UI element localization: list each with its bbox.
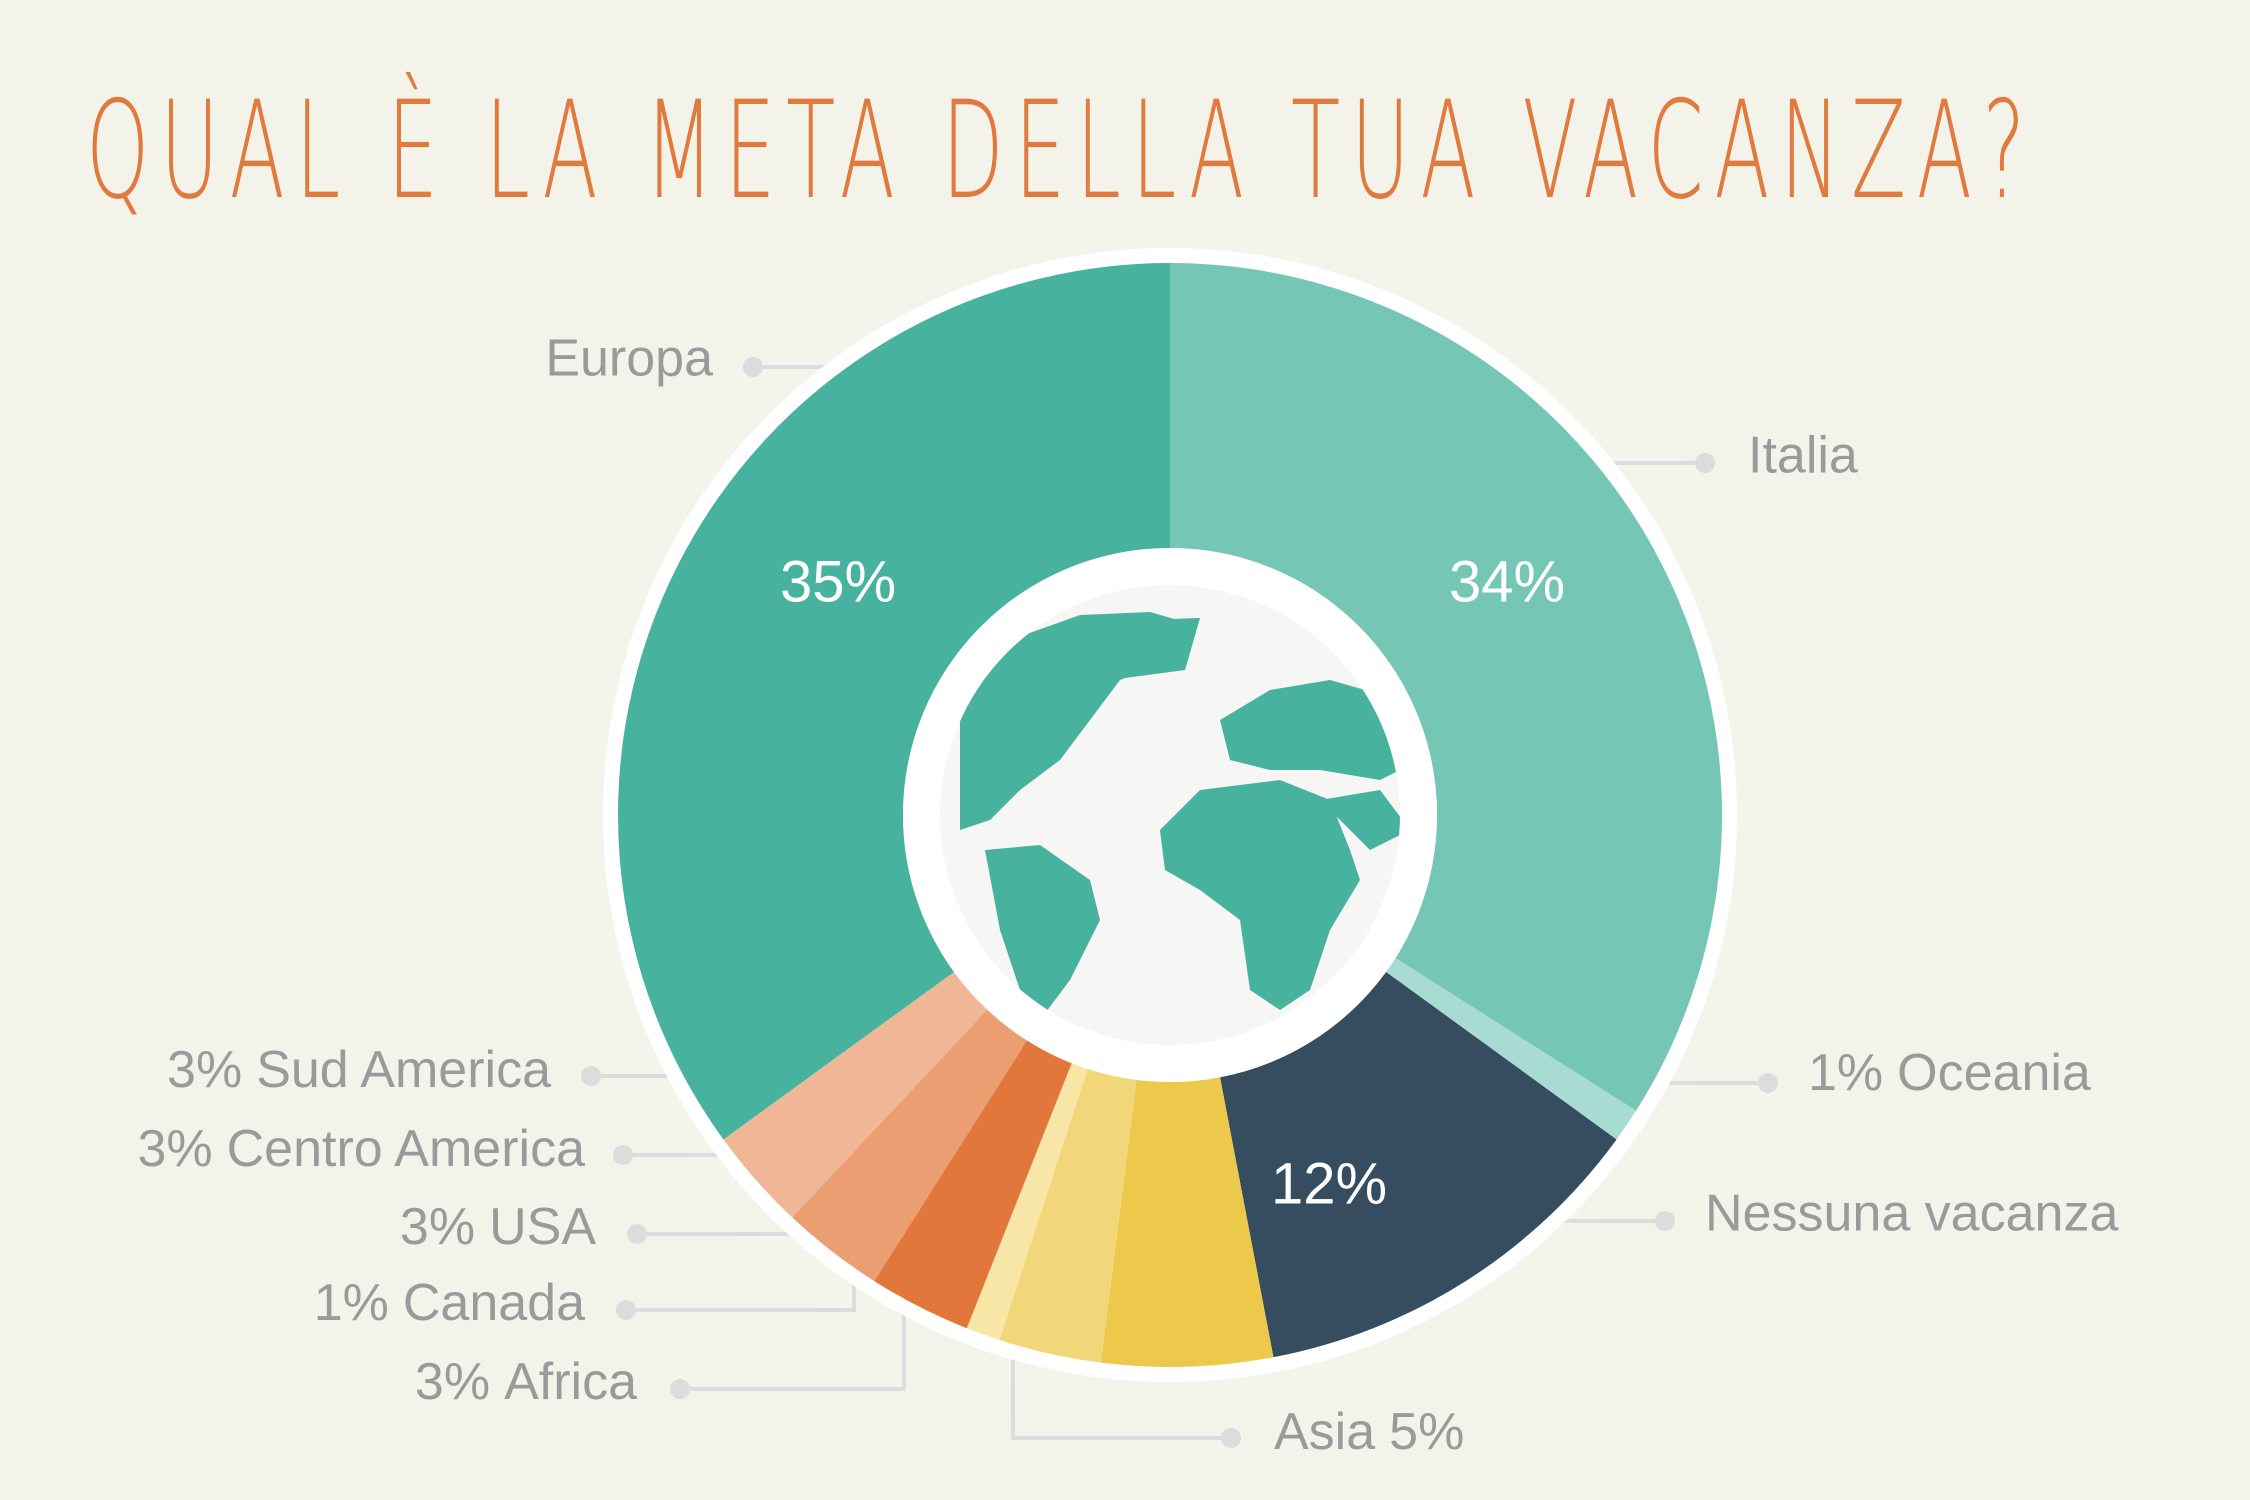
label-part: 1% bbox=[1808, 1044, 1883, 1102]
leader-dot bbox=[1655, 1211, 1675, 1231]
label-part: 5% bbox=[1389, 1403, 1464, 1461]
percent-label: 34% bbox=[1449, 549, 1565, 614]
label-part: Centro America bbox=[227, 1120, 585, 1178]
category-label: Europa bbox=[545, 330, 713, 388]
category-label: Italia bbox=[1748, 427, 1858, 485]
label-part: 3% bbox=[400, 1198, 475, 1256]
label-part: 3% bbox=[415, 1353, 490, 1411]
percent-label: 35% bbox=[780, 549, 896, 614]
globe bbox=[940, 585, 1400, 1045]
slice-label: 3% USA bbox=[400, 1198, 596, 1256]
slice bbox=[723, 971, 988, 1218]
label-part: Oceania bbox=[1897, 1044, 2091, 1102]
europe bbox=[1220, 680, 1400, 780]
greenland bbox=[1090, 618, 1200, 680]
label-part: Asia bbox=[1274, 1403, 1375, 1461]
percent-label: 12% bbox=[1271, 1151, 1387, 1216]
slice bbox=[1100, 1077, 1274, 1367]
slice-label: 1% Oceania bbox=[1808, 1044, 2091, 1102]
label-part: 3% bbox=[137, 1120, 212, 1178]
slice bbox=[874, 1040, 1072, 1329]
slice bbox=[1220, 971, 1617, 1358]
label-part: Africa bbox=[504, 1353, 637, 1411]
label-part: USA bbox=[489, 1198, 596, 1256]
slice-label: 3% Sud America bbox=[167, 1041, 551, 1099]
slice-label: 3% Centro America bbox=[137, 1120, 585, 1178]
label-part: 1% bbox=[314, 1274, 389, 1332]
leader-dot bbox=[616, 1300, 636, 1320]
south-america bbox=[985, 845, 1100, 1020]
leader-dot bbox=[1695, 453, 1715, 473]
middle-east bbox=[1320, 790, 1400, 850]
leaders bbox=[581, 357, 1778, 1448]
slice-label: 3% Africa bbox=[415, 1353, 637, 1411]
leader-dot bbox=[613, 1145, 633, 1165]
africa bbox=[1160, 780, 1360, 1010]
continents bbox=[960, 612, 1400, 1020]
leader-dot bbox=[581, 1066, 601, 1086]
leader-dot bbox=[743, 357, 763, 377]
slice bbox=[966, 1063, 1088, 1340]
slice bbox=[792, 1009, 1027, 1282]
label-part: 3% bbox=[167, 1041, 242, 1099]
leader-line bbox=[626, 1280, 856, 1312]
leader-dot bbox=[1221, 1428, 1241, 1448]
slice bbox=[1170, 263, 1723, 1111]
slices bbox=[617, 263, 1723, 1367]
leader-dot bbox=[1758, 1073, 1778, 1093]
leader-line bbox=[680, 1306, 906, 1391]
slice-label: 1% Canada bbox=[314, 1274, 585, 1332]
category-label: Nessuna vacanza bbox=[1705, 1185, 2118, 1243]
leader-line bbox=[1011, 1350, 1231, 1440]
slice bbox=[999, 1068, 1137, 1363]
slice bbox=[1386, 958, 1637, 1140]
label-part: Sud America bbox=[256, 1041, 551, 1099]
leader-dot bbox=[627, 1224, 647, 1244]
leader-dot bbox=[670, 1379, 690, 1399]
chart-title: QUAL È LA META DELLA TUA VACANZA? bbox=[86, 71, 2036, 229]
slice bbox=[617, 263, 1170, 1140]
label-part: Canada bbox=[403, 1274, 585, 1332]
slice-label: Asia 5% bbox=[1274, 1403, 1464, 1461]
